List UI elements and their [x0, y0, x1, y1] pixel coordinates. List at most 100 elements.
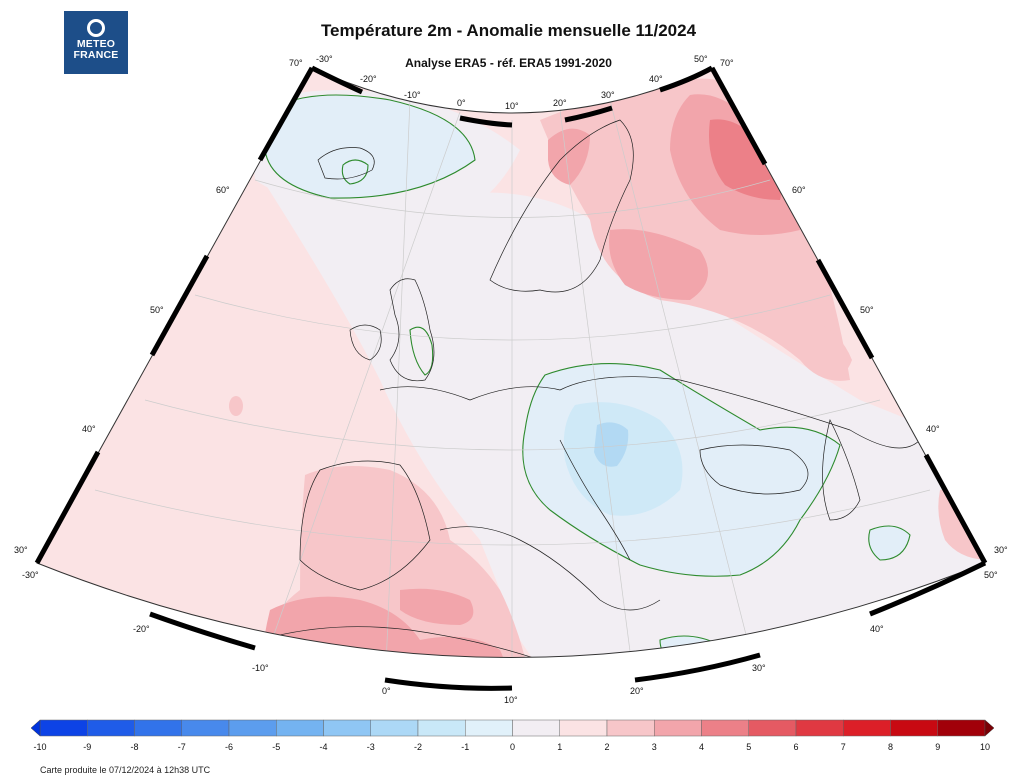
lon-bottom-label: 30°	[752, 663, 766, 673]
lat-left-label: 70°	[289, 58, 303, 68]
colorbar-segment	[87, 719, 135, 737]
anomaly-zone-neg2-carpathian	[563, 402, 683, 516]
colorbar-tick-label: 4	[699, 742, 704, 752]
coast-med-north	[439, 526, 661, 611]
colorbar-segment	[370, 719, 419, 737]
colorbar: -10 -9 -8 -7 -6 -5 -4 -3 -2 -1 0 1 2 3 4 5 6 7 8 9 10	[30, 719, 995, 752]
longitude-labels-top: -30° -20° -10° 0° 10° 20° 30° 40° 50°	[316, 54, 708, 111]
lat-right-label: 70°	[720, 58, 734, 68]
colorbar-tick-label: -2	[414, 742, 422, 752]
lon-bottom-label: 50°	[984, 570, 998, 580]
colorbar-segment	[465, 719, 513, 737]
anomaly-zone-2-3-azores	[229, 396, 243, 416]
colorbar-tick-label: 7	[841, 742, 846, 752]
lon-top-label: 40°	[649, 74, 663, 84]
latitude-labels-left: 70° 60° 50° 40° 30°	[14, 58, 303, 555]
meteo-france-logo: METEO FRANCE	[64, 11, 128, 74]
colorbar-tick-label: -7	[178, 742, 186, 752]
production-date-footer: Carte produite le 07/12/2024 à 12h38 UTC	[40, 765, 211, 775]
coast-ireland	[349, 324, 382, 361]
colorbar-tick-label: -5	[272, 742, 280, 752]
colorbar-segment	[559, 719, 608, 737]
colorbar-segment	[276, 719, 324, 737]
lon-top-label: 20°	[553, 98, 567, 108]
lon-bottom-label: 40°	[870, 624, 884, 634]
colorbar-tick-label: -9	[83, 742, 91, 752]
colorbar-segment	[512, 719, 560, 737]
lon-bottom-label: -10°	[252, 663, 269, 673]
inline-contour-value: 3	[452, 662, 457, 672]
anomaly-zone-neg3-hungary	[594, 422, 629, 467]
coast-caspian	[822, 418, 861, 521]
colorbar-segment	[323, 719, 371, 737]
colorbar-tick-label: 1	[557, 742, 562, 752]
lon-bottom-label: 20°	[630, 686, 644, 696]
lon-bottom-label: 0°	[382, 686, 391, 696]
anomaly-zone-3-4-balearic	[400, 588, 474, 625]
lat-left-label: 40°	[82, 424, 96, 434]
anomaly-zone-neg-iceland	[265, 95, 475, 199]
anomaly-zone-3-4-baltic	[609, 229, 708, 300]
lon-bottom-label: 10°	[504, 695, 518, 705]
map-field: 3	[37, 68, 985, 672]
latitude-labels-right: 70° 60° 50° 40° 30°	[720, 58, 1008, 555]
colorbar-segment	[181, 719, 230, 737]
coast-iceland	[317, 147, 375, 180]
lat-left-label: 50°	[150, 305, 164, 315]
lon-top-label: -10°	[404, 90, 421, 100]
colorbar-tick-label: 2	[604, 742, 609, 752]
colorbar-tick-label: 8	[888, 742, 893, 752]
colorbar-tick-label: 0	[510, 742, 515, 752]
colorbar-tick-label: -10	[33, 742, 46, 752]
colorbar-tick-label: -3	[367, 742, 375, 752]
colorbar-segment	[134, 719, 182, 737]
colorbar-segment	[654, 719, 702, 737]
lon-top-label: 10°	[505, 101, 519, 111]
lat-right-label: 40°	[926, 424, 940, 434]
colorbar-tick-label: -8	[130, 742, 138, 752]
colorbar-segment	[748, 719, 797, 737]
anomaly-zone-neg-turkey	[868, 526, 910, 560]
lon-bottom-label: -30°	[22, 570, 39, 580]
graticule	[94, 99, 931, 658]
lat-right-label: 30°	[994, 545, 1008, 555]
colorbar-tick-label: -1	[461, 742, 469, 752]
coast-adriatic	[559, 439, 631, 561]
coast-europe-north	[379, 376, 921, 449]
meteo-france-logo-mark	[87, 19, 105, 37]
colorbar-segment	[795, 719, 844, 737]
lat-right-label: 50°	[860, 305, 874, 315]
colorbar-tick-label: 9	[935, 742, 940, 752]
lat-right-label: 60°	[792, 185, 806, 195]
lon-top-label: -20°	[360, 74, 377, 84]
longitude-labels-bottom: -30° -20° -10° 0° 10° 20° 30° 40° 50°	[22, 570, 998, 705]
lon-top-label: 50°	[694, 54, 708, 64]
map-frame-thick-segments	[34, 65, 988, 691]
colorbar-tick-label: 3	[652, 742, 657, 752]
map-title: Température 2m - Anomalie mensuelle 11/2…	[320, 21, 697, 40]
lat-left-label: 60°	[216, 185, 230, 195]
anomaly-zone-4-5-russia	[709, 119, 781, 200]
colorbar-segment	[39, 719, 88, 737]
colorbar-tick-label: 5	[746, 742, 751, 752]
coast-britain	[389, 278, 435, 382]
lat-left-label: 30°	[14, 545, 28, 555]
colorbar-segment	[890, 719, 938, 737]
map-frame	[36, 67, 986, 658]
logo-text-meteo: METEO	[76, 38, 116, 50]
colorbar-segment	[228, 719, 277, 737]
colorbar-tick-label: -4	[319, 742, 327, 752]
logo-text-france: FRANCE	[73, 49, 119, 61]
lon-top-label: -30°	[316, 54, 333, 64]
lon-bottom-label: -20°	[133, 624, 150, 634]
map-subtitle: Analyse ERA5 - réf. ERA5 1991-2020	[405, 56, 612, 70]
lon-top-label: 0°	[457, 98, 466, 108]
colorbar-min-arrow	[30, 719, 41, 737]
anomaly-zone-3-4-maghreb	[260, 596, 505, 658]
colorbar-segment	[937, 719, 986, 737]
zero-contours	[264, 94, 911, 658]
colorbar-segment	[843, 719, 891, 737]
coast-iberia	[299, 460, 431, 591]
colorbar-segment	[417, 719, 466, 737]
